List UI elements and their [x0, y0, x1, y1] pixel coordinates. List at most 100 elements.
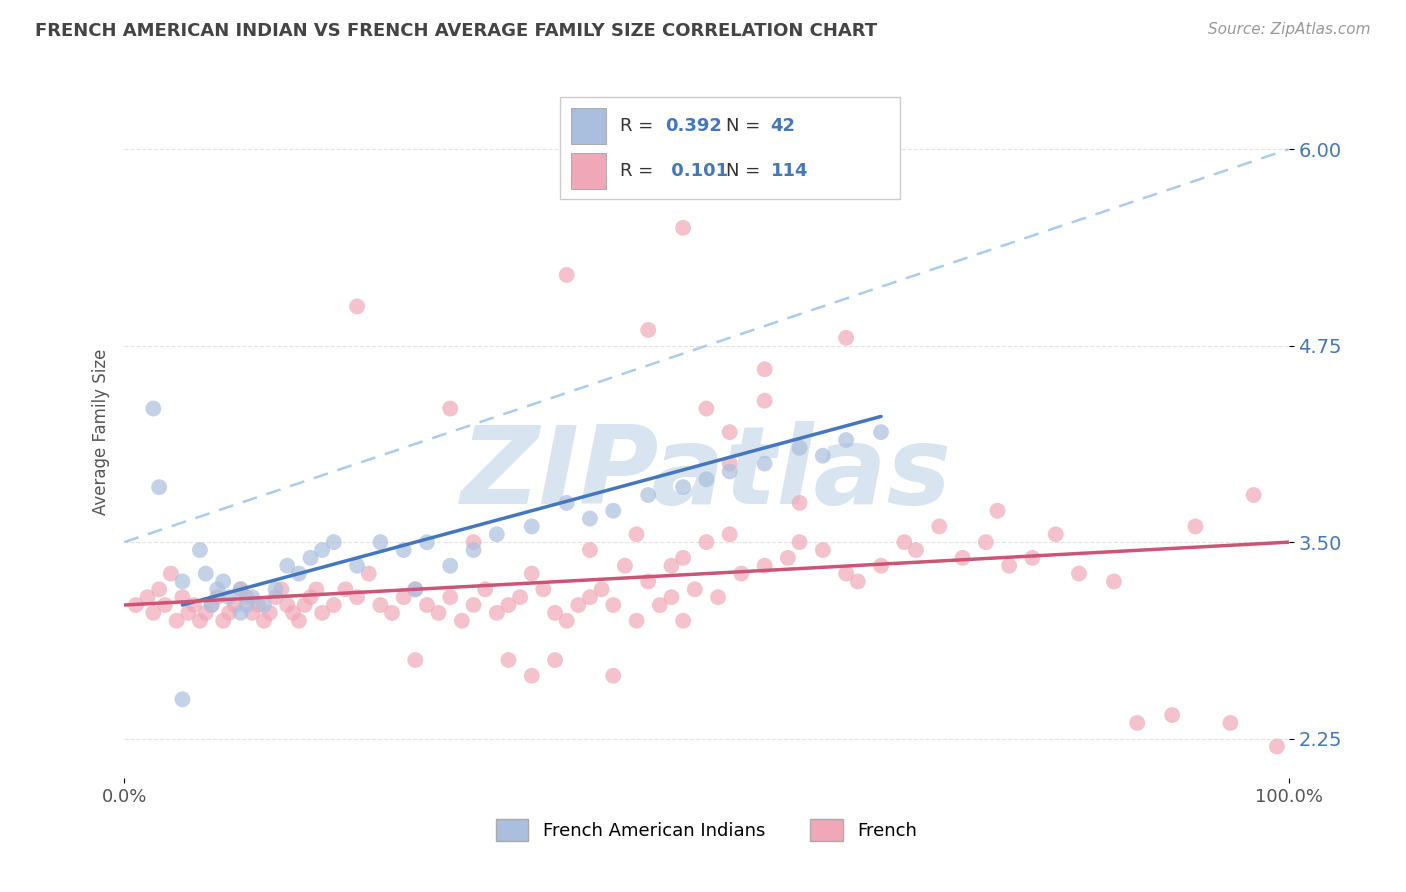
Point	[125, 598, 148, 612]
Point	[555, 268, 578, 282]
Point	[718, 527, 741, 541]
Point	[485, 606, 508, 620]
Point	[224, 598, 246, 612]
Point	[207, 590, 229, 604]
Point	[1219, 715, 1241, 730]
Point	[485, 527, 508, 541]
Point	[531, 582, 554, 597]
Point	[194, 566, 217, 581]
Point	[1265, 739, 1288, 754]
Point	[626, 527, 648, 541]
Point	[974, 535, 997, 549]
Point	[789, 535, 811, 549]
Point	[439, 401, 461, 416]
Point	[370, 535, 392, 549]
Point	[870, 558, 893, 573]
Point	[776, 550, 799, 565]
Point	[474, 582, 496, 597]
Point	[463, 598, 485, 612]
Point	[392, 590, 415, 604]
Point	[695, 535, 717, 549]
Point	[416, 598, 439, 612]
Point	[404, 582, 426, 597]
Point	[835, 566, 858, 581]
Point	[322, 598, 344, 612]
Point	[188, 614, 211, 628]
Point	[754, 558, 776, 573]
Point	[439, 590, 461, 604]
Point	[718, 457, 741, 471]
Point	[591, 582, 613, 597]
Point	[142, 401, 165, 416]
Point	[200, 598, 222, 612]
Point	[986, 504, 1008, 518]
Point	[218, 606, 240, 620]
Text: R =: R =	[620, 161, 659, 180]
Point	[718, 425, 741, 439]
Point	[148, 582, 170, 597]
Point	[404, 653, 426, 667]
Point	[270, 582, 292, 597]
Point	[811, 449, 834, 463]
Point	[212, 614, 235, 628]
Point	[928, 519, 950, 533]
Point	[602, 504, 624, 518]
Legend: French American Indians, French: French American Indians, French	[488, 812, 924, 848]
Point	[276, 558, 298, 573]
Point	[754, 362, 776, 376]
Point	[637, 574, 659, 589]
Point	[661, 590, 683, 604]
Point	[893, 535, 915, 549]
Point	[520, 669, 543, 683]
Point	[544, 606, 567, 620]
Point	[335, 582, 357, 597]
Point	[240, 590, 263, 604]
Point	[416, 535, 439, 549]
Point	[381, 606, 404, 620]
Point	[1021, 550, 1043, 565]
Point	[730, 566, 752, 581]
Point	[264, 590, 287, 604]
Text: N =: N =	[725, 161, 765, 180]
Point	[579, 543, 602, 558]
Text: R =: R =	[620, 117, 659, 136]
Text: ZIPatlas: ZIPatlas	[461, 421, 952, 526]
Y-axis label: Average Family Size: Average Family Size	[93, 349, 110, 516]
Point	[637, 323, 659, 337]
Point	[404, 582, 426, 597]
Point	[952, 550, 974, 565]
Point	[1126, 715, 1149, 730]
Point	[253, 614, 276, 628]
Point	[200, 598, 222, 612]
Point	[579, 511, 602, 525]
Point	[427, 606, 450, 620]
Point	[305, 582, 328, 597]
Point	[672, 550, 695, 565]
Point	[789, 496, 811, 510]
Point	[188, 543, 211, 558]
Point	[626, 614, 648, 628]
Point	[509, 590, 531, 604]
Point	[498, 653, 520, 667]
Point	[229, 582, 252, 597]
Point	[602, 669, 624, 683]
Point	[754, 457, 776, 471]
Point	[172, 590, 194, 604]
Point	[212, 574, 235, 589]
Point	[159, 566, 181, 581]
Point	[463, 535, 485, 549]
Point	[789, 441, 811, 455]
Point	[370, 598, 392, 612]
Point	[218, 590, 240, 604]
Point	[904, 543, 927, 558]
Point	[299, 590, 322, 604]
Point	[998, 558, 1021, 573]
Point	[392, 543, 415, 558]
Point	[153, 598, 176, 612]
Point	[311, 606, 333, 620]
Point	[148, 480, 170, 494]
Point	[1102, 574, 1125, 589]
Point	[299, 550, 322, 565]
Point	[346, 590, 368, 604]
Point	[555, 496, 578, 510]
